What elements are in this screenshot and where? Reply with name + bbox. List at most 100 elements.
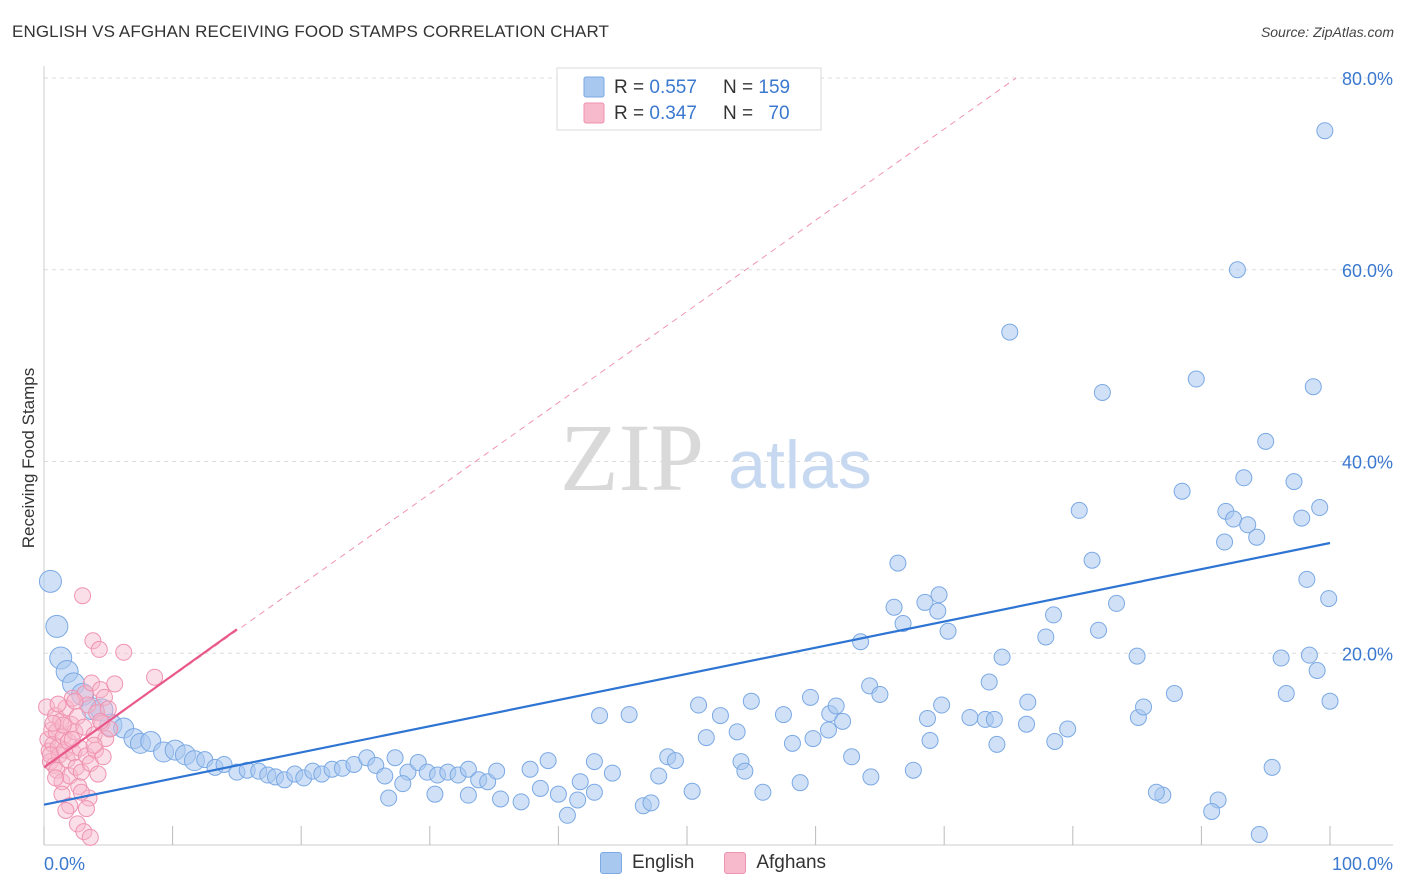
english-point (1128, 647, 1146, 665)
english-point (571, 773, 589, 791)
english-point (569, 791, 587, 809)
y-tick-label: 20.0% (1342, 644, 1393, 664)
english-point (885, 598, 903, 616)
afghan-point (74, 587, 92, 605)
english-point (1228, 261, 1246, 279)
afghan-point (72, 763, 90, 781)
english-point (1019, 693, 1037, 711)
english-point (376, 767, 394, 785)
x-tick-label: 0.0% (44, 854, 85, 874)
english-point (862, 768, 880, 786)
english-point (620, 706, 638, 724)
english-point (961, 708, 979, 726)
english-point (754, 783, 772, 801)
english-point (933, 696, 951, 714)
english-point (939, 622, 957, 640)
english-point (1250, 825, 1268, 843)
english-point (1037, 628, 1055, 646)
legend-item-afghans[interactable]: Afghans (724, 852, 826, 874)
legend-bottom: English Afghans (600, 852, 826, 874)
english-point (889, 554, 907, 572)
english-trend-line (43, 541, 1331, 806)
english-point (1165, 685, 1183, 703)
english-point (1216, 533, 1234, 551)
x-tick-label: 100.0% (1332, 854, 1393, 874)
english-point (488, 762, 506, 780)
english-point (642, 794, 660, 812)
legend-item-english[interactable]: English (600, 852, 694, 874)
english-point (683, 782, 701, 800)
afghan-point (75, 823, 93, 841)
english-point (603, 764, 621, 782)
english-point (521, 760, 539, 778)
legend-english-n-value: 159 (758, 77, 790, 98)
afghan-point (77, 800, 95, 818)
english-point (591, 707, 609, 725)
english-point (1263, 758, 1281, 776)
legend-swatch-english (583, 76, 605, 98)
english-point (1018, 715, 1036, 733)
english-point (585, 753, 603, 771)
afghan-point (63, 731, 81, 749)
english-point (894, 615, 912, 633)
english-point (801, 688, 819, 706)
afghan-point (99, 700, 117, 718)
afghan-point (146, 668, 164, 686)
legend-swatch (724, 852, 747, 874)
legend-swatch-afghan (583, 102, 605, 124)
english-point (774, 706, 792, 724)
english-point (916, 593, 934, 611)
source-label: Source: ZipAtlas.com (1260, 24, 1394, 40)
english-point (697, 729, 715, 747)
english-point (459, 760, 477, 778)
english-point (736, 762, 754, 780)
english-point (690, 696, 708, 714)
english-point (1321, 692, 1339, 710)
afghan-point (90, 640, 108, 658)
english-point (1090, 621, 1108, 639)
english-point (1272, 649, 1290, 667)
afghan-point (57, 801, 75, 819)
afghan-trend-line (43, 628, 238, 769)
english-point (1311, 499, 1329, 517)
afghan-point (115, 643, 133, 661)
english-point (492, 790, 510, 808)
english-point (459, 786, 477, 804)
english-point (1059, 720, 1077, 738)
afghan-point (67, 758, 85, 776)
afghan-point (41, 746, 59, 764)
english-point (558, 806, 576, 824)
english-point (1001, 323, 1019, 341)
english-point (783, 734, 801, 752)
english-point (45, 614, 69, 638)
tick-labels: 20.0% 40.0% 60.0% 80.0% 0.0% 100.0% (44, 69, 1393, 874)
english-point (742, 692, 760, 710)
english-point (1300, 646, 1318, 664)
legend-english-r-label: R = (614, 77, 649, 98)
afghan-point (106, 675, 124, 693)
english-point (549, 785, 567, 803)
legend-afghan-r-label: R = (614, 103, 649, 124)
english-point (1239, 516, 1257, 534)
y-axis-label: Receiving Food Stamps (19, 368, 38, 548)
y-tick-label: 80.0% (1342, 69, 1393, 89)
english-point (1093, 383, 1111, 401)
axes (43, 66, 1393, 846)
legend-english-r-value: 0.557 (649, 77, 697, 98)
english-point (1225, 510, 1243, 528)
english-point (980, 673, 998, 691)
english-point (827, 697, 845, 715)
english-point (852, 633, 870, 651)
english-point (1108, 594, 1126, 612)
english-point (804, 730, 822, 748)
english-point (929, 602, 947, 620)
y-tick-label: 60.0% (1342, 261, 1393, 281)
english-point (904, 761, 922, 779)
legend-swatch (600, 852, 622, 874)
english-point (834, 712, 852, 730)
afghan-point (66, 692, 84, 710)
english-point (993, 648, 1011, 666)
english-point (1173, 482, 1191, 500)
english-point (386, 749, 404, 767)
